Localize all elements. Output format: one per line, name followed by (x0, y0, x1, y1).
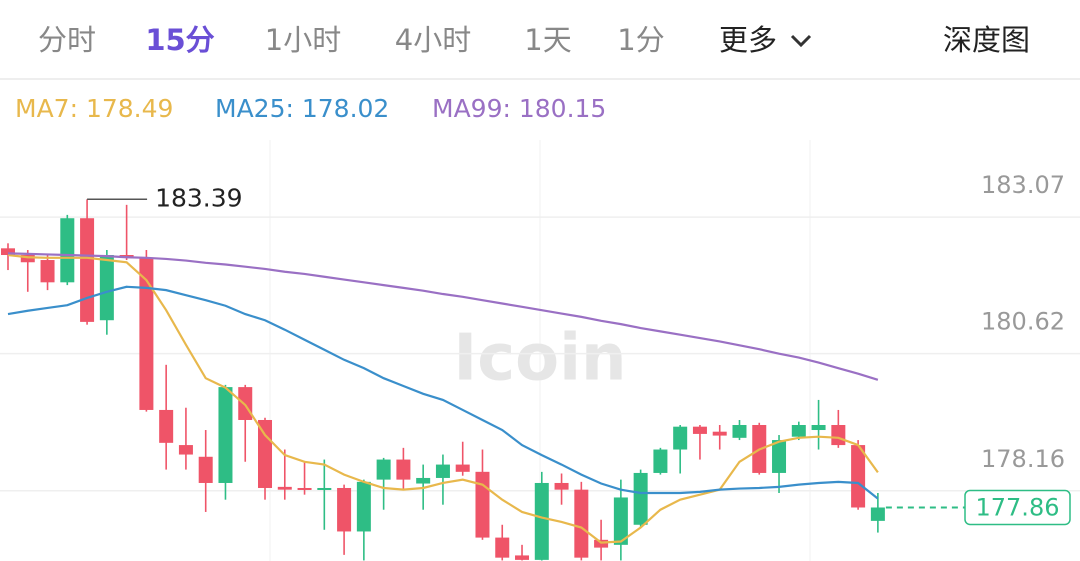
candle-body (139, 257, 154, 410)
candle-body (791, 425, 806, 437)
candle-body (277, 486, 292, 490)
more-chevron[interactable] (790, 34, 812, 48)
candle-body (258, 419, 273, 488)
candle-body (396, 459, 411, 480)
tab[interactable]: 15分 (145, 23, 214, 57)
candle-body (337, 487, 352, 532)
candle-body (653, 449, 668, 473)
candle-body (297, 487, 312, 490)
ma-line (7, 253, 879, 544)
candle-body (534, 482, 549, 560)
watermark: Icoin (453, 322, 626, 396)
candle-body (198, 456, 213, 483)
candle-body (515, 555, 530, 560)
candle-body (40, 260, 55, 283)
candle-body (317, 487, 332, 490)
candle-body (159, 409, 174, 443)
candle-body (376, 459, 391, 480)
candle-body (218, 387, 233, 483)
candle-body (811, 425, 826, 431)
legend-entry: MA7: 178.49 (15, 94, 173, 123)
tab[interactable]: 更多 (719, 23, 777, 57)
tab[interactable]: 1分 (617, 23, 664, 57)
candle-body (712, 431, 727, 436)
ma-line (7, 252, 879, 381)
current-price-box (964, 489, 1071, 526)
candle-body (356, 481, 371, 532)
tab-bar: 分时 15分 1小时 4小时 1天 1分 更多 (38, 23, 777, 57)
depth-chart-tab[interactable]: 深度图 (943, 23, 1030, 57)
candle-body (416, 477, 431, 484)
candle-body (594, 539, 609, 548)
ma-line (7, 285, 879, 500)
tab[interactable]: 分时 (38, 23, 96, 57)
candle-body (851, 445, 866, 508)
candle-body (475, 471, 490, 538)
candle-body (870, 507, 885, 521)
candle-body (692, 426, 707, 434)
legend-entry: MA25: 178.02 (215, 94, 389, 123)
candle-body (1, 248, 15, 256)
current-price-label: 177.86 (976, 493, 1060, 521)
candle-body (831, 425, 846, 446)
candle-body (20, 255, 35, 263)
tab[interactable]: 4小时 (395, 23, 471, 57)
candle-body (435, 464, 450, 478)
candle-body (495, 537, 510, 558)
y-tick-label: 183.07 (981, 171, 1065, 199)
candle-body (732, 425, 747, 438)
candle-body (633, 472, 648, 525)
y-tick-label: 178.16 (981, 445, 1065, 473)
legend-entry: MA99: 180.15 (432, 94, 606, 123)
candle-body (673, 426, 688, 450)
candle-body (455, 464, 470, 472)
tab[interactable]: 1天 (524, 23, 571, 57)
candle-body (80, 218, 95, 322)
candle-body (178, 445, 193, 455)
candle-body (613, 497, 628, 545)
candle-body (772, 440, 787, 473)
y-tick-label: 180.62 (981, 308, 1065, 336)
candle-body (60, 218, 75, 283)
candle-body (554, 482, 569, 490)
max-label: 183.39 (155, 183, 242, 212)
candle-body (99, 255, 114, 321)
candle-body (574, 489, 589, 558)
tab[interactable]: 1小时 (265, 23, 341, 57)
